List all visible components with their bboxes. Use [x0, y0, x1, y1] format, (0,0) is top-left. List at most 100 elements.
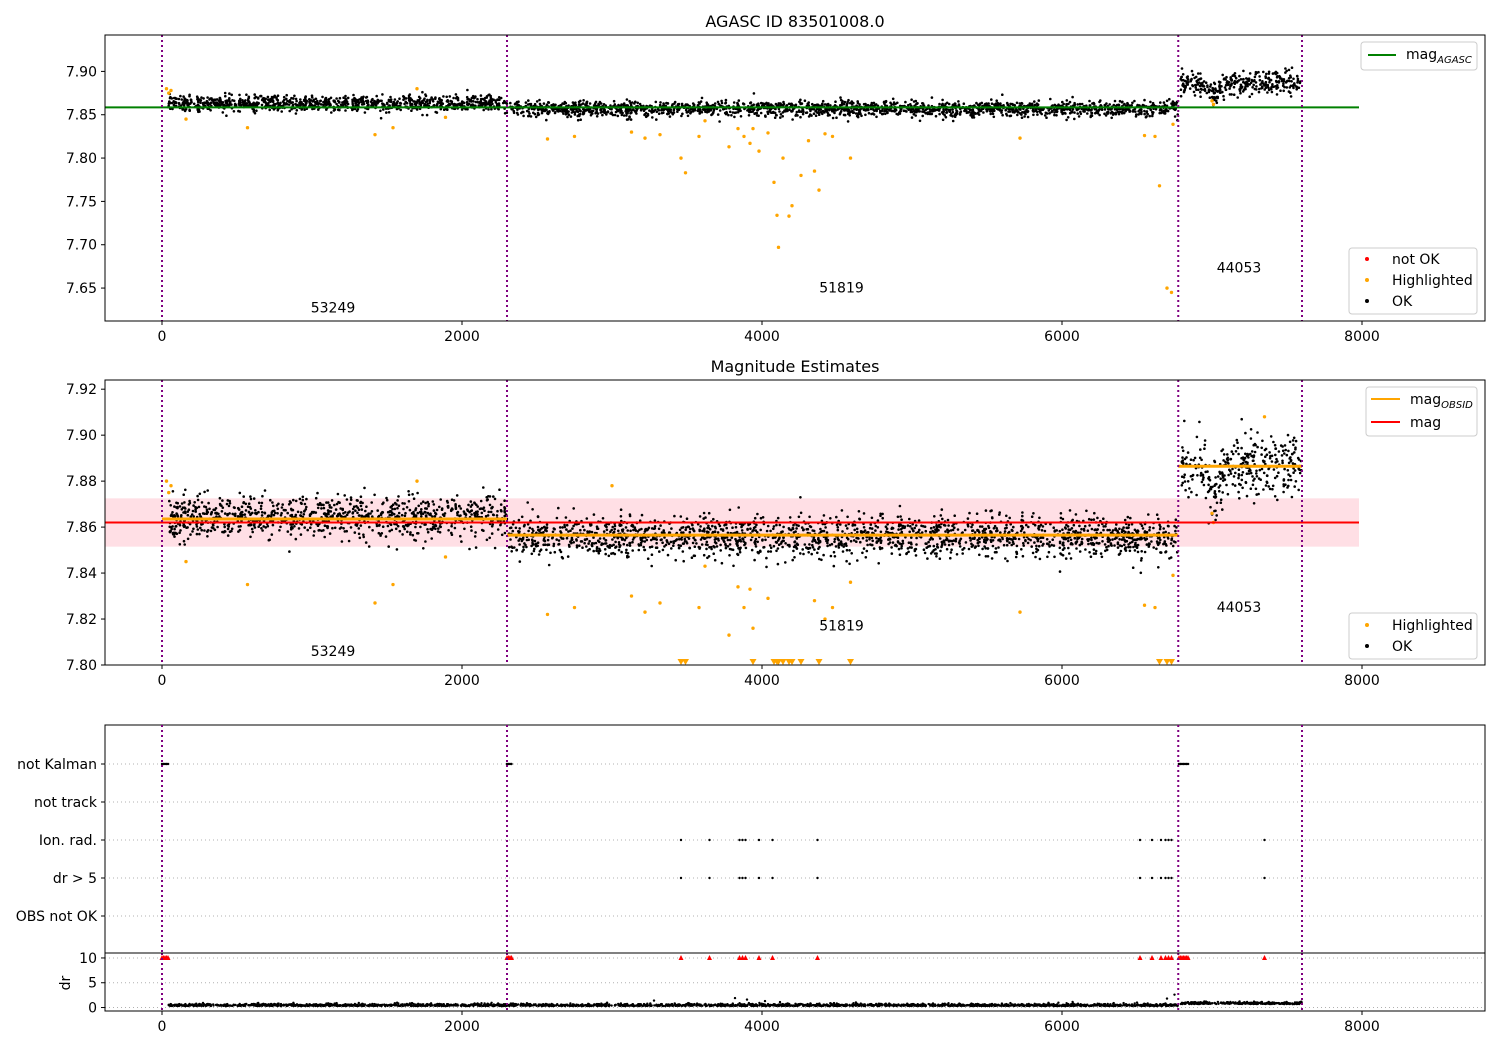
ok-point — [281, 503, 285, 506]
ok-point — [857, 113, 860, 116]
ok-point — [1275, 93, 1279, 96]
ok-point — [386, 524, 390, 528]
ok-point — [1218, 91, 1222, 94]
ok-point — [677, 102, 681, 106]
ok-point — [505, 102, 508, 105]
ok-point — [286, 511, 290, 515]
ok-point — [249, 495, 252, 498]
ok-point — [824, 526, 827, 529]
ok-point — [1205, 91, 1209, 95]
ok-point — [273, 511, 277, 515]
ok-point — [396, 524, 400, 528]
highlighted-point — [443, 115, 448, 120]
ok-point — [987, 102, 990, 105]
ok-point — [1152, 546, 1155, 549]
ok-point — [1169, 542, 1173, 545]
ok-point — [348, 510, 351, 513]
ok-point — [1113, 537, 1117, 541]
ok-point — [210, 510, 214, 514]
ok-point — [407, 490, 410, 493]
ok-points — [168, 417, 1303, 575]
ok-point — [435, 508, 439, 512]
ok-point — [499, 509, 503, 512]
ok-point — [407, 94, 411, 97]
ok-point — [184, 507, 187, 510]
ok-point — [1180, 67, 1184, 70]
ok-point — [1199, 90, 1202, 94]
ok-point — [237, 530, 240, 533]
ok-point — [577, 103, 581, 106]
ok-point — [899, 109, 902, 113]
ok-point — [357, 527, 361, 530]
ok-point — [1144, 115, 1148, 119]
ok-point — [1191, 73, 1195, 77]
ok-point — [610, 111, 613, 114]
highlighted-point — [1142, 133, 1147, 138]
ok-point — [212, 508, 215, 512]
ok-point — [1209, 85, 1212, 88]
ok-point — [379, 534, 382, 537]
ok-point — [1275, 75, 1279, 79]
ok-point — [314, 496, 318, 500]
ok-point — [621, 111, 624, 115]
ok-point — [1151, 112, 1154, 116]
ok-point — [261, 494, 264, 498]
highlighted-point — [1171, 122, 1175, 126]
ok-point — [179, 94, 182, 98]
ok-point — [456, 98, 460, 102]
ok-point — [1013, 104, 1017, 107]
ok-point — [705, 547, 708, 551]
ok-point — [192, 102, 196, 106]
ok-point — [548, 110, 551, 113]
ok-point — [465, 95, 469, 99]
ok-point — [871, 539, 874, 543]
ok-point — [476, 505, 480, 508]
ok-point — [189, 533, 192, 536]
ok-point — [976, 538, 979, 542]
ok-point — [624, 104, 628, 107]
ok-point — [863, 108, 866, 112]
ok-point — [578, 108, 581, 111]
ok-point — [254, 509, 257, 512]
ok-point — [670, 547, 673, 550]
ok-point — [1202, 84, 1205, 87]
ok-point — [207, 501, 210, 505]
ok-point — [864, 113, 867, 117]
highlighted-point — [736, 126, 740, 131]
ok-point — [180, 508, 184, 511]
ok-point — [1199, 77, 1203, 80]
ok-point — [807, 115, 811, 118]
ok-point — [984, 547, 987, 550]
ok-point — [807, 101, 810, 104]
ok-point — [395, 548, 399, 551]
ok-point — [616, 114, 620, 118]
ok-point — [376, 509, 380, 512]
ok-point — [231, 512, 234, 516]
ok-point — [345, 513, 349, 517]
ok-point — [620, 109, 623, 113]
ok-point — [1264, 75, 1267, 78]
ok-point — [187, 508, 191, 512]
ok-point — [413, 102, 417, 106]
ok-point — [934, 114, 938, 118]
legend-label: magAGASC — [1406, 47, 1472, 66]
ok-point — [228, 92, 231, 95]
ok-point — [384, 535, 388, 538]
ok-point — [1132, 545, 1135, 549]
ok-point — [718, 524, 722, 528]
ok-point — [956, 112, 959, 115]
ok-point — [814, 114, 818, 117]
ok-point — [488, 536, 492, 540]
ok-point — [524, 101, 528, 104]
ok-point — [941, 118, 945, 122]
ok-point — [625, 111, 628, 115]
ok-point — [351, 98, 354, 102]
ok-point — [479, 97, 483, 101]
ok-point — [1161, 111, 1164, 114]
ok-point — [322, 506, 326, 510]
ok-point — [1068, 108, 1072, 112]
ok-point — [1143, 112, 1146, 116]
ok-point — [208, 507, 211, 511]
highlighted-point — [1169, 290, 1174, 295]
ok-point — [713, 102, 717, 105]
